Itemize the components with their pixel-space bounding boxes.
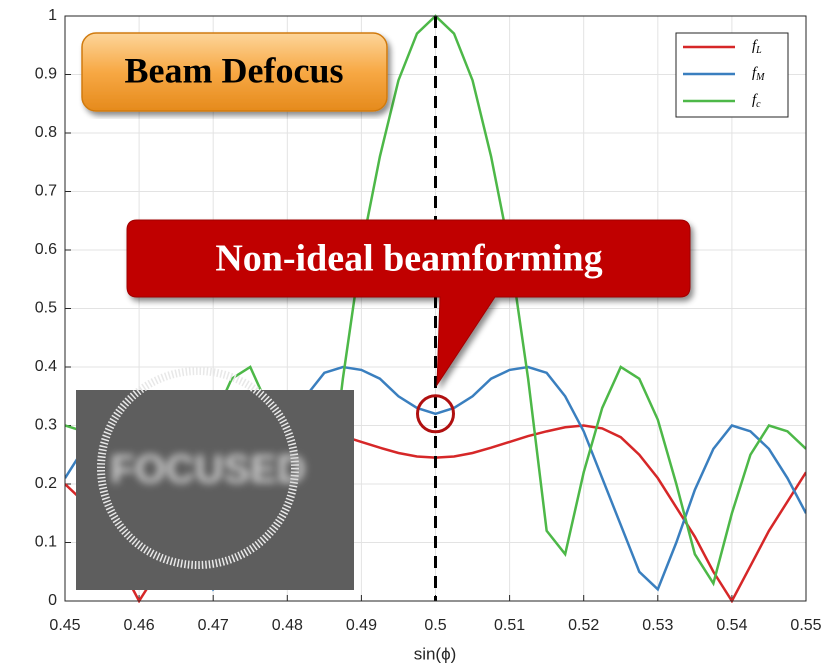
y-tick-label: 0.3 bbox=[35, 417, 57, 434]
inset-image: FOCUSED bbox=[76, 371, 354, 590]
page: {"chart_data": { "type": "line", "xlabel… bbox=[0, 0, 832, 671]
y-tick-label: 0.5 bbox=[35, 300, 57, 317]
y-tick-label: 0.2 bbox=[35, 475, 57, 492]
y-tick-label: 0.7 bbox=[35, 183, 57, 200]
y-tick-label: 1 bbox=[48, 7, 57, 24]
x-tick-label: 0.46 bbox=[124, 617, 155, 634]
y-tick-label: 0.6 bbox=[35, 241, 57, 258]
badge-text: Beam Defocus bbox=[125, 50, 344, 90]
chart: 0 0.1 0.2 0.3 0.4 0.5 0.6 0.7 0.8 0.9 1 0.45 0.46 0.4… bbox=[0, 0, 832, 671]
x-axis-label: sin(ϕ) bbox=[414, 644, 457, 663]
inset-text: FOCUSED bbox=[110, 448, 306, 492]
x-tick-label: 0.47 bbox=[198, 617, 229, 634]
y-tick-label: 0.9 bbox=[35, 66, 57, 83]
x-tick-label: 0.52 bbox=[568, 617, 599, 634]
x-tick-label: 0.5 bbox=[424, 617, 446, 634]
y-tick-label: 0.4 bbox=[35, 358, 57, 375]
x-tick-label: 0.55 bbox=[790, 617, 821, 634]
x-tick-label: 0.49 bbox=[346, 617, 377, 634]
callout-text: Non-ideal beamforming bbox=[215, 238, 602, 280]
x-tick-label: 0.53 bbox=[642, 617, 673, 634]
x-tick-label: 0.45 bbox=[49, 617, 80, 634]
x-tick-label: 0.54 bbox=[716, 617, 747, 634]
y-tick-label: 0.1 bbox=[35, 534, 57, 551]
y-tick-label: 0.8 bbox=[35, 124, 57, 141]
y-tick-label: 0 bbox=[48, 592, 57, 609]
x-tick-label: 0.48 bbox=[272, 617, 303, 634]
x-tick-label: 0.51 bbox=[494, 617, 525, 634]
